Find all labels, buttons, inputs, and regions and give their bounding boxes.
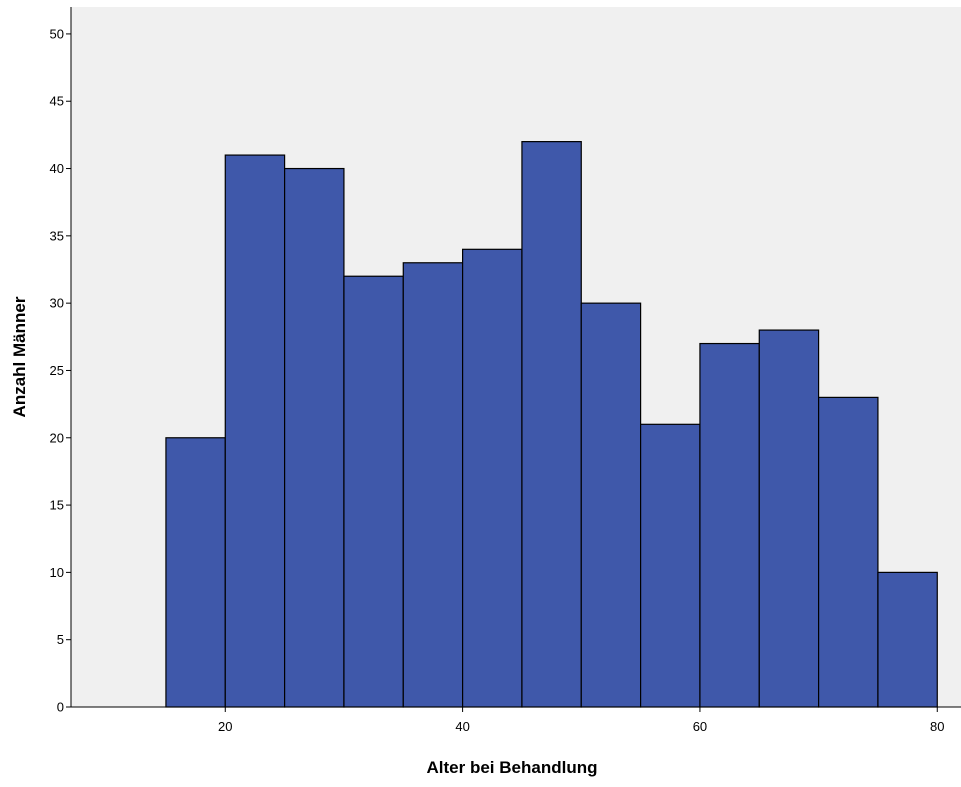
bar-35-40 — [402, 262, 464, 708]
bar-25-30 — [284, 167, 345, 708]
x-tick-label: 40 — [455, 719, 469, 734]
y-tick-label: 15 — [50, 498, 64, 513]
bar-30-35 — [343, 275, 404, 708]
bar-20-25 — [224, 154, 286, 708]
y-axis-title: Anzahl Männer — [10, 296, 29, 417]
bar-60-65 — [699, 342, 760, 708]
x-tick-label: 20 — [218, 719, 232, 734]
x-tick-label: 80 — [930, 719, 944, 734]
y-tick-label: 40 — [50, 161, 64, 176]
y-tick-label: 0 — [57, 700, 64, 715]
bar-45-50 — [521, 141, 582, 708]
y-tick-label: 10 — [50, 565, 64, 580]
x-axis: 20 40 60 80 — [71, 706, 961, 734]
y-tick-label: 35 — [50, 228, 64, 243]
bar-50-55 — [580, 302, 642, 708]
y-tick-label: 20 — [50, 430, 64, 445]
bar-15-20 — [165, 437, 226, 708]
bar-55-60 — [639, 423, 701, 708]
y-tick-label: 45 — [50, 94, 64, 109]
bar-65-70 — [758, 329, 820, 708]
y-tick-label: 5 — [57, 632, 64, 647]
bar-40-45 — [462, 248, 523, 708]
bar-75-80 — [877, 571, 938, 708]
y-tick-label: 50 — [50, 26, 64, 41]
x-axis-title: Alter bei Behandlung — [427, 758, 598, 777]
y-tick-label: 25 — [50, 363, 64, 378]
bars-group — [165, 141, 938, 708]
y-tick-label: 30 — [50, 296, 64, 311]
bar-70-75 — [817, 396, 879, 708]
y-axis: 0 5 10 15 20 25 30 35 40 45 50 — [50, 7, 72, 715]
x-tick-label: 60 — [693, 719, 707, 734]
